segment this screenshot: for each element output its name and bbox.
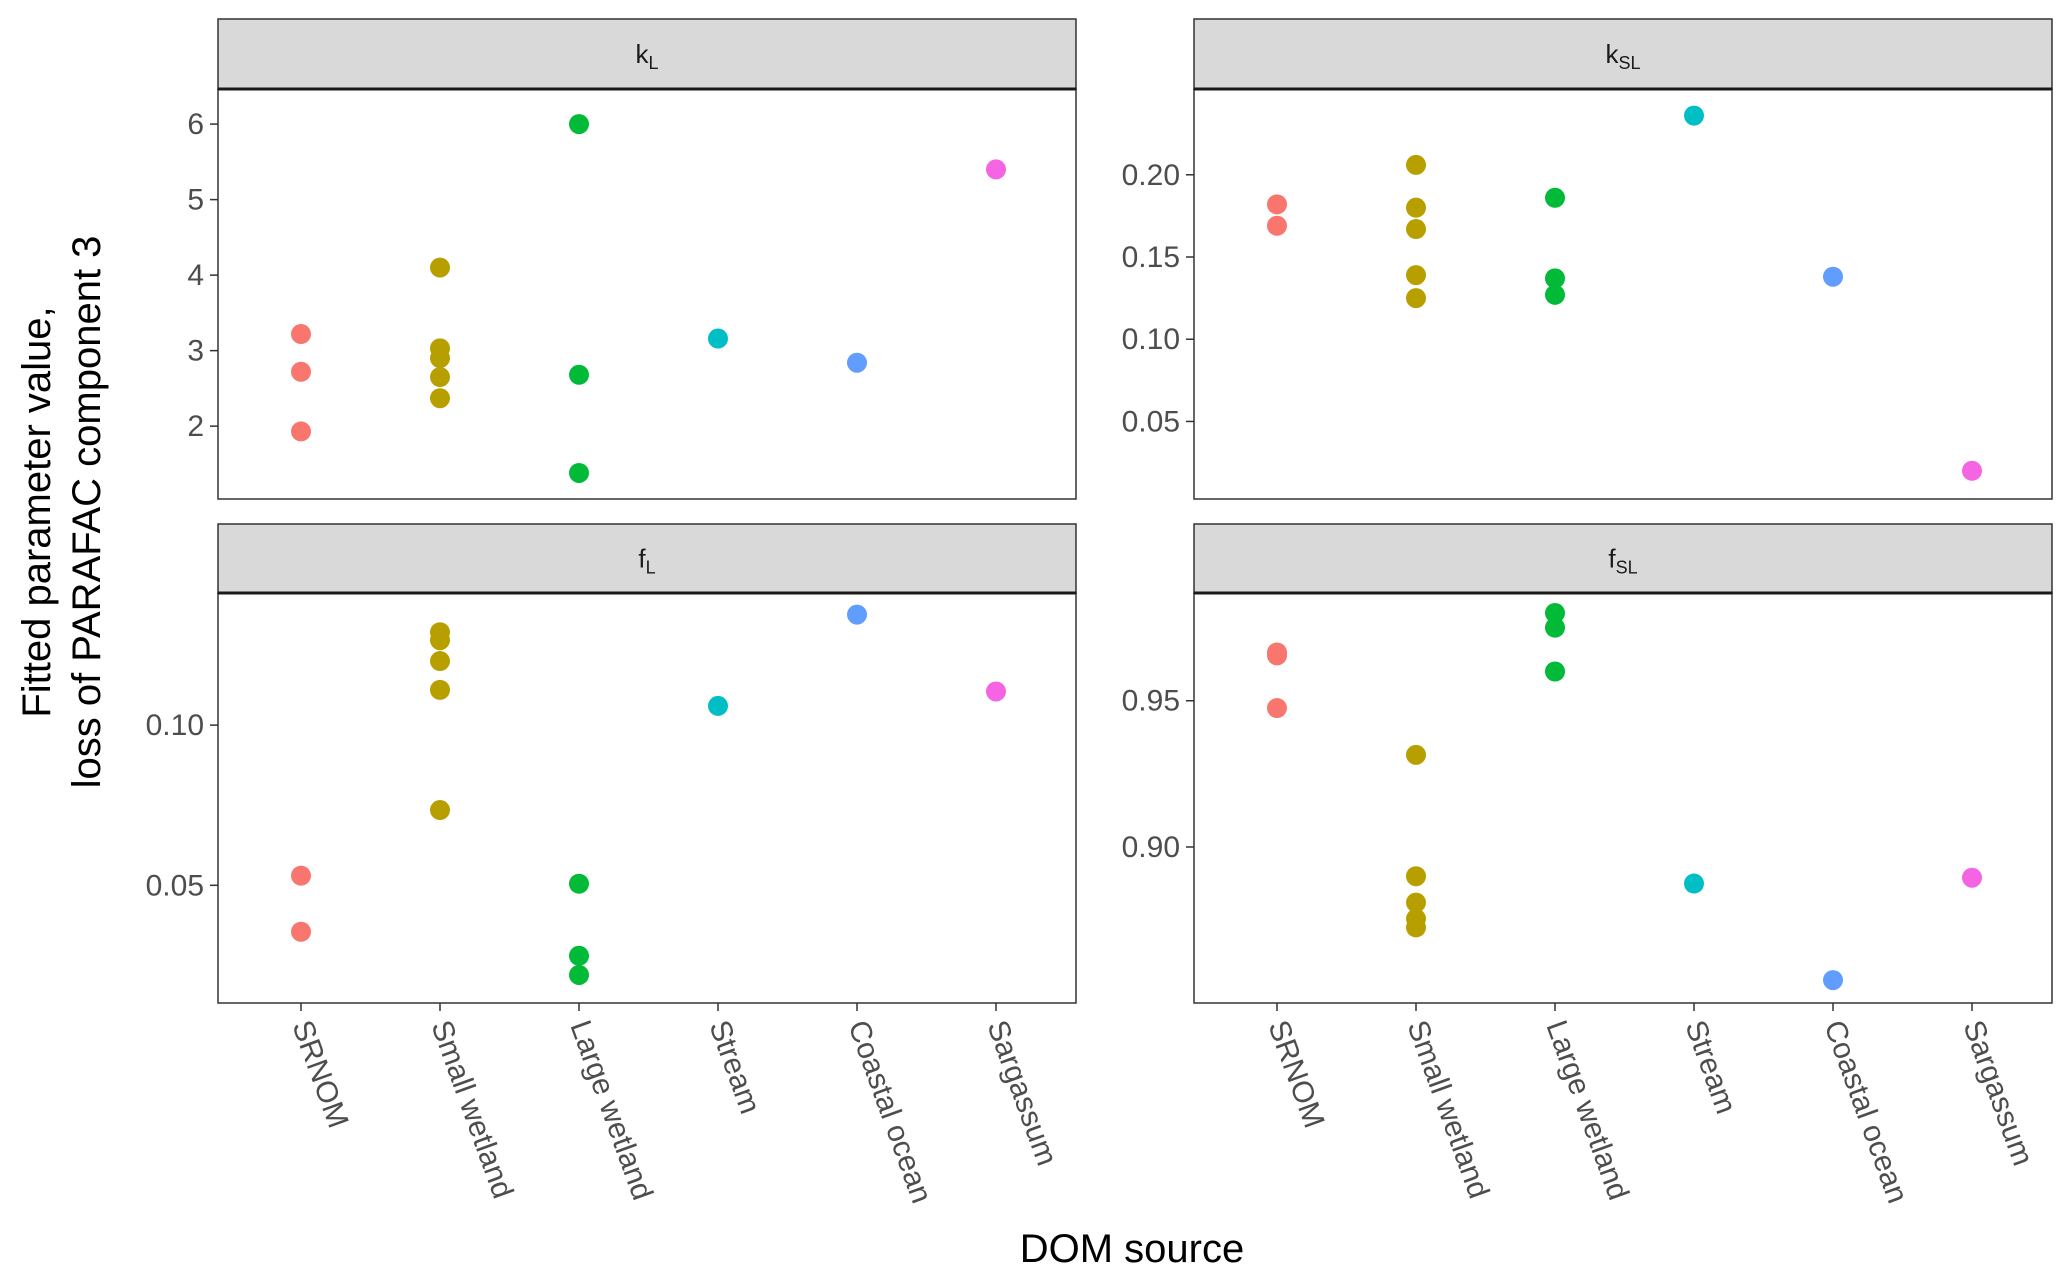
data-point	[708, 695, 728, 716]
data-point	[430, 257, 450, 278]
data-point	[430, 367, 450, 388]
data-point	[291, 421, 311, 442]
data-point	[1406, 197, 1426, 218]
data-point	[1684, 105, 1704, 126]
y-tick-label: 3	[187, 335, 204, 368]
data-point	[291, 324, 311, 345]
data-point	[291, 865, 311, 886]
data-point	[1267, 215, 1287, 236]
data-point	[986, 681, 1006, 702]
data-point	[430, 651, 450, 672]
x-tick-labels: SRNOM Small wetland Large wetland Stream Coa…	[285, 1016, 2039, 1208]
x-tick-label: Stream	[1678, 1016, 1742, 1118]
y-tick-label: 5	[187, 184, 204, 217]
data-point	[847, 352, 867, 373]
data-point	[1962, 867, 1982, 888]
data-point	[1545, 603, 1565, 623]
strip-background	[217, 523, 1077, 594]
y-tick-label: 0.10	[1122, 323, 1180, 356]
data-point	[1545, 187, 1565, 208]
y-tick-label: 2	[187, 410, 204, 443]
data-point	[1545, 661, 1565, 682]
x-tick-label: Sargassum	[980, 1016, 1063, 1170]
x-tick-label: SRNOM	[1261, 1016, 1330, 1132]
data-point	[569, 945, 589, 966]
data-point	[1406, 219, 1426, 240]
data-point	[430, 800, 450, 821]
y-tick-label: 0.15	[1122, 241, 1180, 274]
y-axis-title-line-1: Fitted parameter value,	[15, 306, 59, 717]
data-point	[1545, 284, 1565, 305]
plot-area	[217, 592, 1077, 1004]
x-tick-label: Coastal ocean	[841, 1016, 938, 1208]
data-point	[1823, 266, 1843, 287]
y-axis-title-line-2: loss of PARAFAC component 3	[65, 236, 109, 789]
data-point	[1406, 265, 1426, 286]
data-point	[569, 873, 589, 894]
data-point	[1267, 194, 1287, 215]
data-point	[430, 679, 450, 700]
data-point	[1406, 744, 1426, 765]
data-point	[291, 361, 311, 382]
plot-area	[1193, 88, 2053, 500]
x-tick-label: Small wetland	[1400, 1016, 1495, 1203]
data-point	[1406, 917, 1426, 938]
panel-fL: fL0.050.10	[146, 523, 1077, 1011]
data-point	[1962, 460, 1982, 481]
data-point	[1545, 617, 1565, 638]
data-point	[1406, 288, 1426, 309]
data-point	[1267, 645, 1287, 666]
data-point	[1684, 873, 1704, 894]
data-point	[569, 364, 589, 385]
x-tick-label: Large wetland	[563, 1016, 658, 1204]
plot-area	[217, 88, 1077, 500]
y-tick-label: 0.95	[1122, 685, 1180, 718]
data-point	[1406, 866, 1426, 887]
data-point	[1267, 698, 1287, 719]
data-point	[430, 348, 450, 369]
data-point	[708, 328, 728, 349]
plot-area	[1193, 592, 2053, 1004]
data-point	[569, 964, 589, 985]
data-point	[1545, 268, 1565, 289]
data-point	[847, 604, 867, 625]
x-tick-label: Large wetland	[1539, 1016, 1634, 1204]
x-axis-title: DOM source	[1020, 1227, 1245, 1271]
strip-background	[1193, 523, 2053, 594]
x-tick-label: SRNOM	[285, 1016, 354, 1132]
data-point	[430, 388, 450, 409]
data-point	[1406, 154, 1426, 175]
y-tick-label: 0.10	[146, 709, 204, 742]
data-point	[986, 159, 1006, 180]
panels-layer: kL23456kSL0.050.100.150.20fL0.050.10fSL0…	[146, 18, 2053, 1011]
data-point	[569, 114, 589, 135]
strip-background	[217, 18, 1077, 90]
y-tick-label: 4	[187, 259, 204, 292]
y-tick-label: 6	[187, 108, 204, 141]
y-tick-label: 0.05	[146, 869, 204, 902]
data-point	[569, 462, 589, 483]
data-point	[1406, 892, 1426, 913]
data-point	[1823, 970, 1843, 991]
data-point	[291, 921, 311, 942]
x-tick-label: Sargassum	[1956, 1016, 2039, 1170]
data-point	[430, 630, 450, 651]
y-tick-label: 0.20	[1122, 159, 1180, 192]
x-tick-label: Stream	[702, 1016, 766, 1118]
y-tick-label: 0.90	[1122, 831, 1180, 864]
strip-background	[1193, 18, 2053, 90]
y-tick-label: 0.05	[1122, 405, 1180, 438]
x-tick-label: Coastal ocean	[1817, 1016, 1914, 1208]
x-tick-label: Small wetland	[424, 1016, 519, 1203]
